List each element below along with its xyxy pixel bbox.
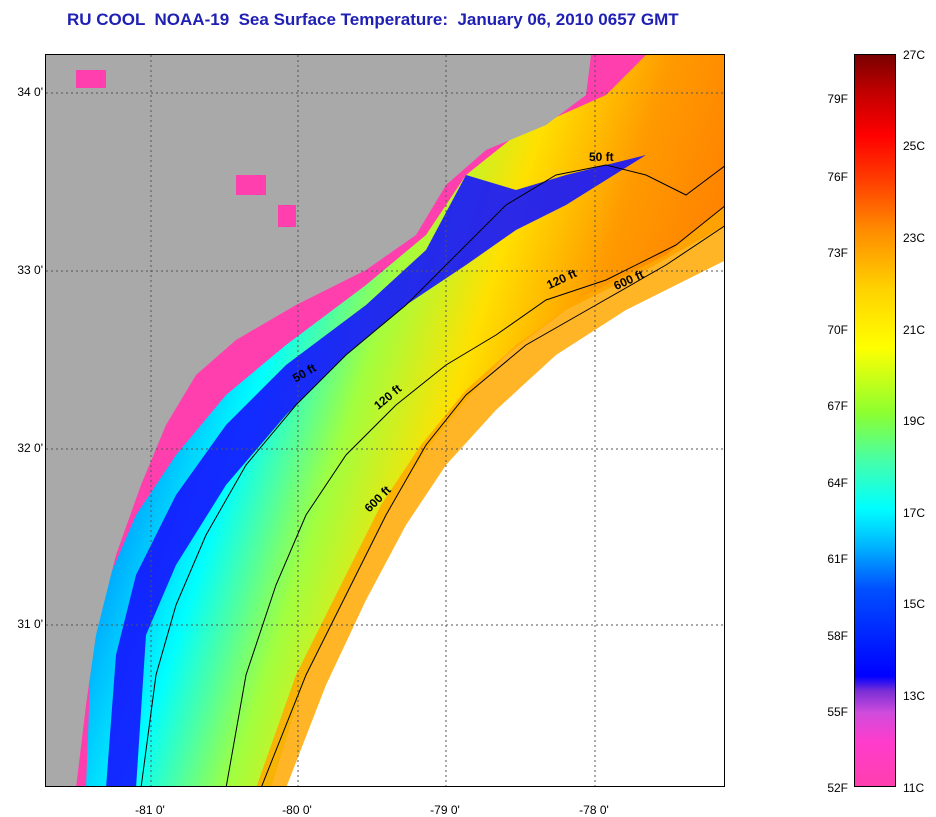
lat-tick-label: 32 0'	[17, 441, 43, 455]
graticule	[46, 55, 724, 786]
depth-contours	[140, 164, 724, 786]
temperature-colorbar	[854, 54, 896, 787]
colorbar-c-label: 17C	[903, 506, 926, 520]
inland-spot	[76, 70, 106, 88]
colorbar-f-label: 79F	[827, 92, 848, 106]
gulf-stream-edge	[256, 206, 724, 786]
contour-label-50ft: 50 ft	[589, 150, 614, 164]
colorbar-c-label: 15C	[903, 597, 926, 611]
sst-map	[45, 54, 725, 787]
colorbar-f-label: 70F	[827, 323, 848, 337]
colorbar-f-label: 58F	[827, 629, 848, 643]
colorbar-c-label: 19C	[903, 414, 926, 428]
lon-tick-label: -79 0'	[430, 803, 460, 817]
colorbar-f-label: 73F	[827, 246, 848, 260]
inland-spot	[236, 175, 266, 195]
colorbar-c-label: 23C	[903, 231, 926, 245]
colorbar-c-label: 13C	[903, 689, 926, 703]
colorbar-f-label: 61F	[827, 552, 848, 566]
land-mass	[46, 55, 591, 786]
colorbar-f-label: 52F	[827, 781, 848, 795]
lat-tick-label: 34 0'	[17, 85, 43, 99]
lat-tick-label: 31 0'	[17, 617, 43, 631]
colorbar-f-label: 55F	[827, 705, 848, 719]
colorbar-c-label: 11C	[903, 781, 925, 795]
colorbar-f-label: 67F	[827, 399, 848, 413]
inland-spot	[278, 205, 296, 227]
colorbar-c-label: 21C	[903, 323, 926, 337]
lon-tick-label: -81 0'	[135, 803, 165, 817]
map-title: RU COOL NOAA-19 Sea Surface Temperature:…	[67, 10, 679, 29]
colorbar-c-label: 25C	[903, 139, 926, 153]
colorbar-f-label: 76F	[827, 170, 848, 184]
lon-tick-label: -78 0'	[579, 803, 609, 817]
lat-tick-label: 33 0'	[17, 263, 43, 277]
colorbar-c-label: 27C	[903, 48, 926, 62]
colorbar-f-label: 64F	[827, 476, 848, 490]
sst-map-graphic	[46, 55, 724, 786]
cold-blue-band	[106, 155, 646, 786]
lon-tick-label: -80 0'	[282, 803, 312, 817]
